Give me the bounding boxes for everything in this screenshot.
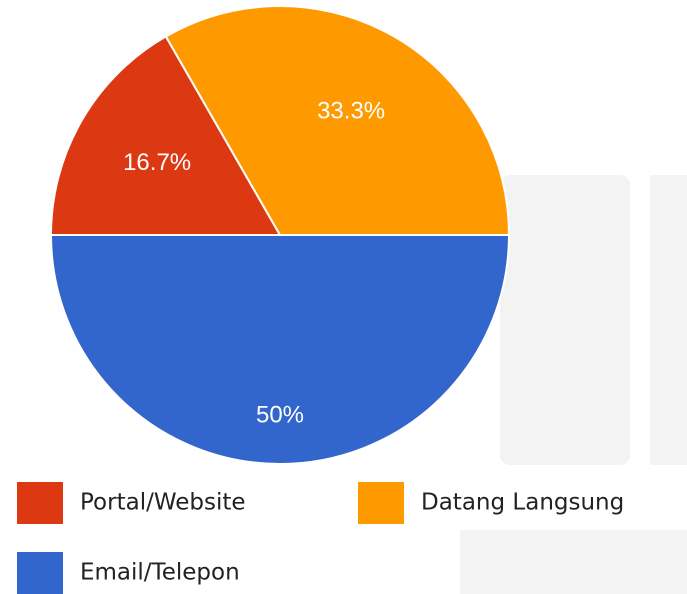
pie-slice (164, 5, 511, 236)
legend-label: Email/Telepon (80, 560, 240, 586)
legend-label: Datang Langsung (421, 490, 624, 516)
pie-slice (49, 234, 511, 465)
watermark (460, 175, 687, 594)
legend-swatch (17, 552, 63, 594)
pie-slice (49, 35, 282, 236)
legend-swatch (358, 482, 404, 524)
legend-label: Portal/Website (80, 490, 246, 516)
data-label: 50% (256, 401, 304, 428)
data-label: 16.7% (123, 149, 191, 176)
data-label: 33.3% (317, 97, 385, 124)
legend-swatch (17, 482, 63, 524)
